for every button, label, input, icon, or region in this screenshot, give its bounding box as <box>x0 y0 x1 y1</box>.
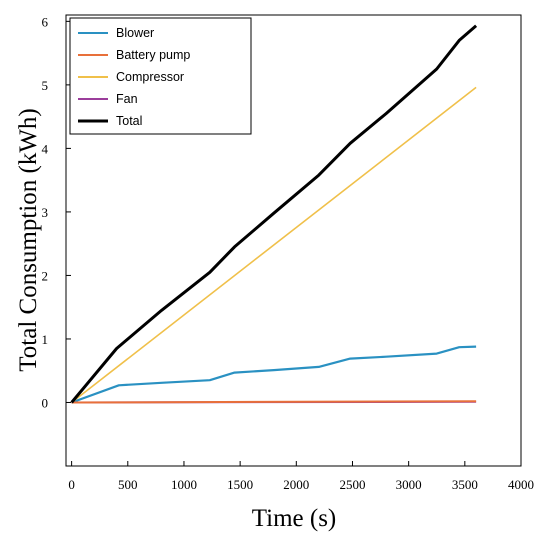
x-tick-label: 1000 <box>171 477 197 492</box>
x-tick-label: 2500 <box>339 477 365 492</box>
y-tick-label: 2 <box>42 268 49 283</box>
legend-label-blower: Blower <box>116 26 154 40</box>
legend: Blower Battery pump Compressor Fan Total <box>69 17 252 135</box>
y-tick-label: 0 <box>42 395 49 410</box>
series-line-compressor <box>71 86 477 404</box>
y-axis-title: Total Consumption (kWh) <box>15 108 42 372</box>
x-tick-label: 3500 <box>452 477 478 492</box>
x-tick-label: 0 <box>68 477 75 492</box>
x-tick-label: 1500 <box>227 477 253 492</box>
x-axis-title: Time (s) <box>252 505 337 532</box>
y-tick-label: 6 <box>42 14 49 29</box>
chart-root: Total Consumption (kWh) Time (s) 0 500 100… <box>15 14 534 532</box>
y-tick-label: 1 <box>42 332 49 347</box>
series-line-blower <box>71 345 477 404</box>
x-tick-label: 500 <box>118 477 138 492</box>
x-tick-label: 3000 <box>396 477 422 492</box>
x-tick-label: 2000 <box>283 477 309 492</box>
series-line-total <box>70 24 478 404</box>
x-tick-label: 4000 <box>508 477 534 492</box>
y-tick-label: 3 <box>42 205 49 220</box>
legend-label-compressor: Compressor <box>116 70 184 84</box>
legend-label-fan: Fan <box>116 92 138 106</box>
legend-label-total: Total <box>116 114 142 128</box>
series-line-battery-pump <box>71 400 477 404</box>
y-tick-label: 4 <box>42 141 49 156</box>
legend-label-battery-pump: Battery pump <box>116 48 190 62</box>
plot-frame <box>65 14 522 467</box>
y-tick-label: 5 <box>42 78 49 93</box>
